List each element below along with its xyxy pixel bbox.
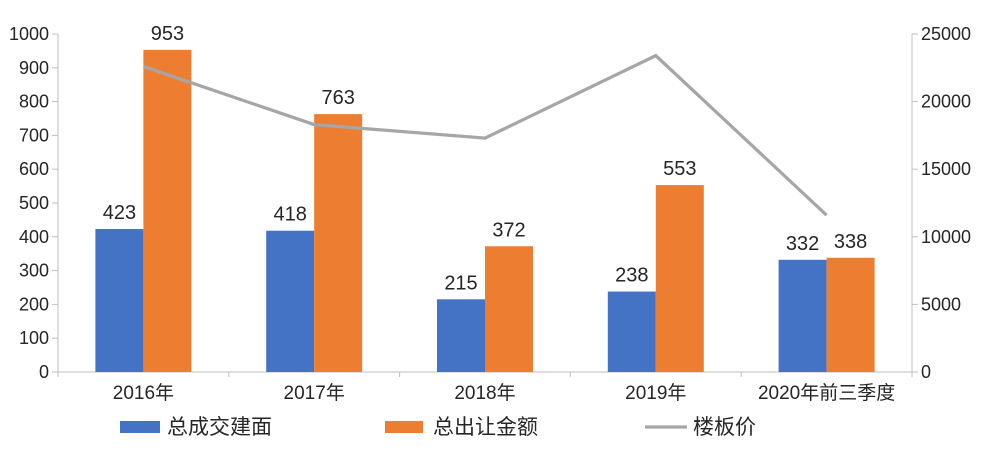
- bar-series1-cat2: [437, 299, 485, 372]
- bar-series2-cat0: [143, 49, 192, 373]
- y-axis-left-tick-label: 500: [19, 193, 49, 213]
- bar-value-label: 338: [834, 231, 867, 253]
- y-axis-right-tick-label: 5000: [921, 294, 961, 314]
- y-axis-right-tick-label: 20000: [921, 92, 971, 112]
- y-axis-right-tick-label: 0: [921, 362, 931, 382]
- y-axis-left-tick-label: 600: [19, 159, 49, 179]
- legend-label-3: 楼板价: [693, 416, 756, 439]
- bar-series1-cat3: [607, 291, 656, 372]
- legend-swatch-1: [120, 421, 160, 433]
- bar-value-label: 553: [663, 158, 696, 180]
- y-axis-right-tick-label: 15000: [921, 159, 971, 179]
- bar-value-label: 953: [151, 23, 184, 45]
- bar-series1-cat1: [266, 230, 315, 372]
- y-axis-left-tick-label: 300: [19, 261, 49, 281]
- y-axis-left-tick-label: 400: [19, 227, 49, 247]
- y-axis-left-tick-label: 800: [19, 92, 49, 112]
- x-axis-category-label: 2020年前三季度: [758, 382, 895, 404]
- bar-value-label: 215: [444, 272, 477, 294]
- legend-label-1: 总成交建面: [167, 416, 272, 439]
- bar-series2-cat3: [655, 185, 704, 372]
- x-axis-category-label: 2017年: [284, 382, 345, 404]
- bar-value-label: 418: [274, 204, 307, 226]
- legend-label-2: 总出让金额: [433, 416, 538, 439]
- y-axis-right-tick-label: 10000: [921, 227, 971, 247]
- y-axis-left-tick-label: 1000: [9, 24, 49, 44]
- bar-value-label: 423: [103, 202, 136, 224]
- y-axis-left-tick-label: 100: [19, 328, 49, 348]
- bar-value-label: 238: [615, 265, 648, 287]
- y-axis-left-tick-label: 700: [19, 125, 49, 145]
- line-series: [142, 53, 828, 217]
- legend-swatch-2: [385, 421, 423, 433]
- y-axis-left-tick-label: 0: [39, 362, 49, 382]
- bar-value-label: 372: [492, 219, 525, 241]
- x-axis-category-label: 2018年: [454, 382, 515, 404]
- bar-series2-cat2: [485, 246, 533, 372]
- bar-series2-cat4: [826, 257, 875, 372]
- bar-series2-cat1: [314, 114, 363, 372]
- y-axis-right-tick-label: 25000: [921, 24, 971, 44]
- bar-value-label: 763: [322, 87, 355, 109]
- bar-series1-cat4: [778, 259, 827, 372]
- y-axis-left-tick-label: 900: [19, 58, 49, 78]
- bar-value-label: 332: [786, 233, 819, 255]
- x-axis-category-label: 2016年: [113, 382, 174, 404]
- x-axis-category-label: 2019年: [625, 382, 686, 404]
- bar-series1-cat0: [95, 229, 144, 372]
- y-axis-left-tick-label: 200: [19, 294, 49, 314]
